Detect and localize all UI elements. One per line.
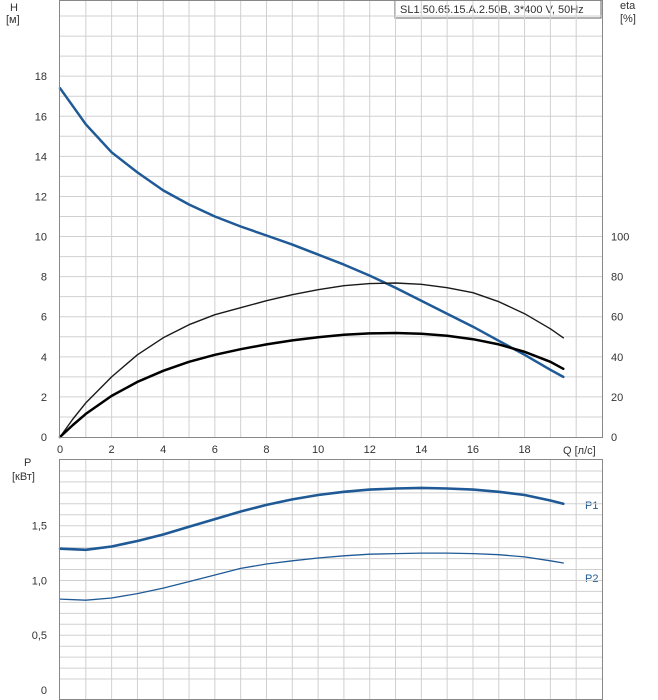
y-axis-unit-h: [м] [6,14,20,26]
x-tick-label: 10 [312,444,324,456]
y-tick-label: 4 [41,352,47,364]
series-line-eta-thick [58,331,565,439]
y-axis-unit-p: [кВт] [12,471,35,483]
y-tick-label: 12 [35,191,47,203]
y2-axis-unit-eta: [%] [620,13,636,25]
x-tick-label: 14 [415,444,427,456]
upper-ticks: 0 2 4 6 8 10 12 14 16 18 0 2 4 6 8 10 12 14 16 18 0 20 40 60 80 1… [35,71,630,456]
x-tick-label: 18 [518,444,530,456]
p-tick-label: 0 [41,685,47,697]
series-line-p1 [58,486,565,552]
x-tick-label: 4 [160,444,166,456]
y-tick-label: 14 [35,151,47,163]
y2-axis-label-eta: eta [620,0,636,12]
p-tick-label: 1,5 [32,521,47,533]
y-tick-label: 10 [35,232,47,244]
y-axis-label-h: H [10,2,18,14]
legend-p2: P2 [585,573,598,585]
y-tick-label: 0 [41,432,47,444]
series-line-eta-thin [59,282,564,438]
p-tick-label: 0,5 [32,630,47,642]
y2-tick-label: 80 [611,272,623,284]
legend-p1: P1 [585,500,598,512]
lower-ticks: 0 0,5 1,0 1,5 [32,521,47,697]
series-line-h [58,86,565,379]
x-tick-label: 12 [364,444,376,456]
y-axis-label-p: P [24,457,31,469]
chart-title-box: SL1.50.65.15.A.2.50B, 3*400 V, 50Hz [394,0,602,19]
p-tick-label: 1,0 [32,575,47,587]
y-tick-label: 16 [35,111,47,123]
x-tick-label: 6 [212,444,218,456]
series-line-p2 [59,552,564,601]
lower-series [58,486,565,601]
y-tick-label: 6 [41,312,47,324]
upper-grid [60,0,602,437]
y2-tick-label: 100 [611,232,629,244]
y-tick-label: 18 [35,71,47,83]
upper-series [58,86,565,439]
x-tick-label: 0 [57,444,63,456]
upper-plot-frame [59,0,603,438]
x-tick-label: 2 [109,444,115,456]
x-axis-label-q: Q [л/с] [563,445,596,457]
x-tick-label: 8 [263,444,269,456]
chart-title: SL1.50.65.15.A.2.50B, 3*400 V, 50Hz [400,4,584,16]
y2-tick-label: 0 [611,432,617,444]
y2-tick-label: 60 [611,312,623,324]
y-tick-label: 2 [41,392,47,404]
lower-grid [60,460,602,700]
y2-tick-label: 40 [611,352,623,364]
y-tick-label: 8 [41,272,47,284]
y2-tick-label: 20 [611,392,623,404]
x-tick-label: 16 [467,444,479,456]
